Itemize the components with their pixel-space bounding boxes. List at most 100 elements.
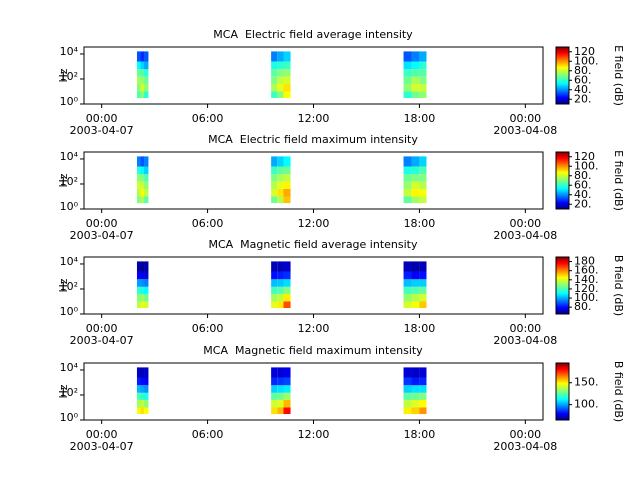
spectrogram-cell (283, 196, 291, 204)
spectrogram-cell (136, 196, 141, 204)
spectrogram-cell (403, 279, 412, 287)
x-tick-label: 00:00 (86, 322, 118, 335)
spectrogram-cell (277, 181, 284, 189)
spectrogram-cell (136, 188, 141, 197)
x-tick-label: 18:00 (404, 428, 436, 441)
spectrogram-cell (411, 69, 420, 77)
spectrogram-cell (271, 188, 278, 197)
spectrogram-cell (271, 76, 278, 84)
spectrogram-cell (403, 188, 412, 197)
spectrogram-cell (271, 261, 278, 272)
x-tick-date: 2003-04-07 (70, 124, 134, 137)
spectrogram-cell (271, 407, 278, 415)
spectrogram-cell (144, 367, 149, 378)
spectrogram-cell (403, 69, 412, 77)
spectrogram-cell (136, 69, 141, 77)
spectrogram-cell (144, 392, 149, 400)
spectrogram-cell (411, 399, 420, 408)
colorbar-tick-label: 60. (574, 178, 592, 191)
colorbar-tick-label: 120 (574, 150, 595, 163)
spectrogram-cell (411, 61, 420, 70)
spectrogram-cell (283, 377, 291, 386)
spectrogram-cell (411, 91, 420, 99)
colorbar-tick-label: 80. (574, 169, 592, 182)
spectrogram-cell (411, 293, 420, 302)
spectrogram-cell (136, 166, 141, 175)
spectrogram-cell (419, 385, 427, 393)
spectrogram-cell (140, 261, 145, 272)
spectrogram-cell (271, 69, 278, 77)
spectrogram-cell (140, 301, 145, 309)
spectrogram-cell (411, 392, 420, 400)
spectrogram-cell (271, 377, 278, 386)
spectrogram-cell (419, 407, 427, 415)
spectrogram-cell (283, 261, 291, 272)
spectrogram-cell (271, 279, 278, 287)
spectrogram-cell (403, 293, 412, 302)
colorbar-tick-label: 100. (574, 291, 599, 304)
spectrogram-cell (144, 407, 149, 415)
spectrogram-cell (144, 286, 149, 294)
panel-title: MCA Electric field average intensity (213, 28, 413, 41)
spectrogram-cell (144, 261, 149, 272)
x-tick-label: 06:00 (192, 428, 224, 441)
colorbar-label: B field (dB) (612, 255, 625, 316)
y-tick-label: 10⁴ (60, 150, 79, 163)
colorbar-tick-label: 140. (574, 273, 599, 286)
spectrogram-cell (136, 156, 141, 167)
spectrogram-cell (144, 69, 149, 77)
spectrogram-cell (403, 271, 412, 280)
spectrogram-cell (140, 385, 145, 393)
spectrogram-cell (136, 91, 141, 99)
axes-frame (83, 46, 544, 105)
colorbar-tick-label: 160. (574, 264, 599, 277)
spectrogram-cell (140, 181, 145, 189)
spectrogram-cell (283, 279, 291, 287)
spectrogram-cell (277, 61, 284, 70)
spectrogram-cell (419, 301, 427, 309)
spectrogram-cell (271, 293, 278, 302)
spectrogram-cell (271, 51, 278, 62)
spectrogram-cell (271, 166, 278, 175)
spectrogram-cell (419, 69, 427, 77)
spectrogram-cell (271, 196, 278, 204)
spectrogram-cell (140, 166, 145, 175)
spectrogram-cell (403, 301, 412, 309)
spectrogram-cell (144, 181, 149, 189)
x-tick-label: 18:00 (404, 112, 436, 125)
spectrogram-cell (403, 261, 412, 272)
y-axis-label: Hz (57, 173, 70, 187)
x-tick-label: 12:00 (298, 217, 330, 230)
spectrogram-cell (136, 286, 141, 294)
colorbar-tick-label: 60. (574, 73, 592, 86)
spectrogram-cell (144, 83, 149, 92)
spectrogram-cell (144, 91, 149, 99)
spectrogram-cell (403, 399, 412, 408)
spectrogram-cell (411, 271, 420, 280)
spectrogram-cell (403, 61, 412, 70)
spectrogram-cell (403, 156, 412, 167)
spectrogram-cell (419, 181, 427, 189)
spectrogram-cell (277, 399, 284, 408)
x-tick-label: 06:00 (192, 112, 224, 125)
colorbar-tick-label: 20. (574, 92, 592, 105)
spectrogram-cell (283, 188, 291, 197)
spectrogram-cell (140, 367, 145, 378)
x-tick-date: 2003-04-07 (70, 229, 134, 242)
colorbar-tick-label: 100. (574, 159, 599, 172)
y-tick-label: 10⁰ (60, 411, 79, 424)
spectrogram-cell (136, 271, 141, 280)
spectrogram-cell (271, 83, 278, 92)
spectrogram-cell (271, 91, 278, 99)
spectrogram-cell (277, 293, 284, 302)
colorbar-tick-label: 150. (574, 376, 599, 389)
spectrogram-cell (283, 271, 291, 280)
colorbar-tick-label: 20. (574, 197, 592, 210)
spectrogram-cell (271, 392, 278, 400)
spectrogram-cell (403, 407, 412, 415)
colorbar-label: E field (dB) (612, 150, 625, 211)
spectrogram-cell (136, 279, 141, 287)
spectrogram-cell (411, 301, 420, 309)
colorbar-tick-label: 120 (574, 45, 595, 58)
spectrogram-cell (271, 156, 278, 167)
